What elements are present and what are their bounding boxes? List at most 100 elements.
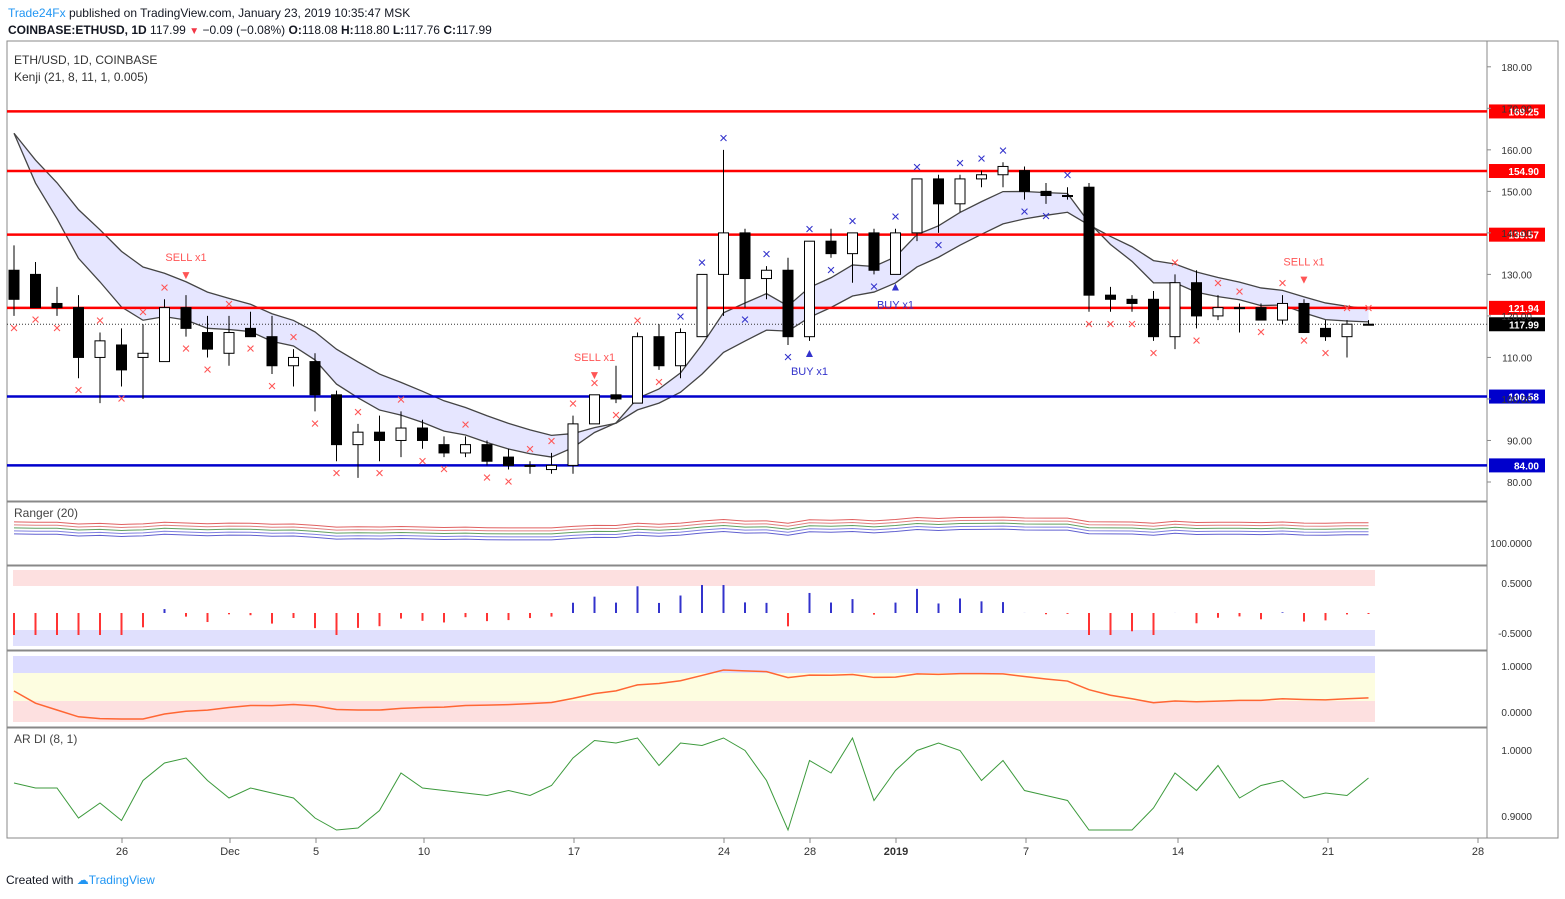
candle [911, 178, 923, 242]
signal-cross: × [590, 375, 599, 392]
down-arrow-icon: ▼ [189, 26, 200, 37]
publisher-name[interactable]: Trade24Fx [8, 6, 66, 20]
level-tag [1489, 458, 1545, 473]
candle [1277, 295, 1288, 325]
signal-cross: × [461, 416, 470, 433]
candle-body [739, 232, 751, 280]
low-label: L: [392, 23, 405, 37]
signal-cross: × [633, 313, 642, 330]
level-tag [1489, 227, 1545, 242]
signal-cross: × [1106, 316, 1115, 333]
candle [245, 311, 256, 338]
candle [1040, 183, 1052, 204]
candle [438, 436, 450, 458]
candle-body [1040, 190, 1052, 197]
sell-arrow-icon: ▼ [589, 368, 601, 382]
sub-panel-tick: 0.0000 [1501, 708, 1532, 719]
tdi-upper-zone [13, 656, 1375, 673]
high-label: H: [341, 23, 354, 37]
candle-body [1105, 294, 1116, 300]
level-tag [1489, 300, 1545, 315]
candle [1169, 274, 1181, 350]
ranger-line [13, 522, 1369, 535]
candle [1212, 295, 1224, 321]
ranger-line [13, 525, 1369, 538]
candle [1298, 299, 1310, 334]
candle [352, 423, 364, 478]
x-tick-label: 7 [1023, 846, 1029, 858]
candle-body [567, 423, 579, 466]
level-label: 121.94 [1508, 304, 1539, 315]
candle [718, 149, 729, 316]
signal-cross: × [1063, 167, 1072, 184]
candle-body [116, 344, 127, 371]
footer-brand[interactable]: TradingView [88, 873, 155, 887]
candle-body [352, 431, 364, 446]
candle [1019, 166, 1030, 200]
horizontal-levels: 169.25 154.90 139.57 121.94 100.58 84.00 117.9… [7, 104, 1545, 473]
candle [976, 170, 987, 188]
publish-info: published on TradingView.com, January 23… [68, 6, 411, 20]
signal-label: SELL x1 [574, 352, 615, 364]
candle-body [696, 273, 708, 338]
x-tick-label: 28 [804, 846, 816, 858]
candle-body [890, 232, 901, 275]
candle [331, 390, 342, 462]
candle-body [1019, 170, 1030, 192]
signal-marks: × × × × × × × × × × × × × × × × × × × × × × × × × × × × × × × × × × × × × × × ×… [10, 130, 1373, 491]
candle [1126, 295, 1138, 312]
candle [223, 315, 235, 366]
signal-cross: × [547, 433, 556, 450]
candle-body [1191, 282, 1202, 317]
candle [610, 365, 622, 404]
signal-cross: × [268, 378, 277, 395]
close-value: 117.99 [456, 23, 492, 37]
signal-cross: × [31, 312, 40, 329]
signal-cross: × [526, 441, 535, 458]
signal-cross: × [160, 279, 169, 296]
candle [1320, 320, 1331, 341]
candle-body [546, 464, 557, 471]
candle [524, 461, 536, 474]
candle [1341, 320, 1353, 358]
sub-indicators: Ranger (20)100.0000MSI (10)0.5000-0.5000… [13, 506, 1532, 832]
candle [395, 411, 407, 458]
signal-cross: × [698, 254, 707, 271]
signal-cross: × [1171, 254, 1180, 271]
level-label: 139.57 [1508, 231, 1539, 242]
candle-body [1169, 282, 1181, 338]
candle [51, 286, 63, 316]
candle-body [288, 356, 299, 367]
sell-arrow-icon: ▼ [180, 268, 192, 282]
y-tick-label: 110.00 [1502, 353, 1532, 364]
signal-cross: × [977, 151, 986, 168]
candle [1105, 286, 1116, 312]
signal-cross: × [1300, 332, 1309, 349]
signal-cross: × [1085, 316, 1094, 333]
x-tick-label: Dec [220, 846, 240, 858]
candle [460, 436, 471, 458]
signal-cross: × [827, 262, 836, 279]
signal-cross: × [440, 461, 449, 478]
signal-cross: × [1343, 300, 1352, 317]
level-tag [1489, 104, 1545, 119]
level-label: 84.00 [1514, 461, 1539, 472]
axes: 80.0090.00100.00110.00120.00130.00140.00… [116, 63, 1533, 858]
candle [567, 415, 579, 474]
y-tick-label: 130.00 [1501, 270, 1532, 281]
price-change: −0.09 (−0.08%) [202, 23, 286, 37]
candle [94, 332, 106, 404]
signal-label: BUY x1 [877, 299, 914, 311]
candle-body [997, 165, 1009, 176]
candle [309, 353, 321, 412]
candle-body [632, 336, 643, 404]
candle [417, 419, 428, 449]
level-label: 100.58 [1508, 393, 1539, 404]
candle [30, 261, 41, 309]
candle-body [675, 332, 686, 367]
signal-cross: × [225, 296, 234, 313]
candle-body [1363, 323, 1374, 326]
signal-cross: × [934, 237, 943, 254]
y-tick-label: 100.00 [1501, 395, 1532, 406]
